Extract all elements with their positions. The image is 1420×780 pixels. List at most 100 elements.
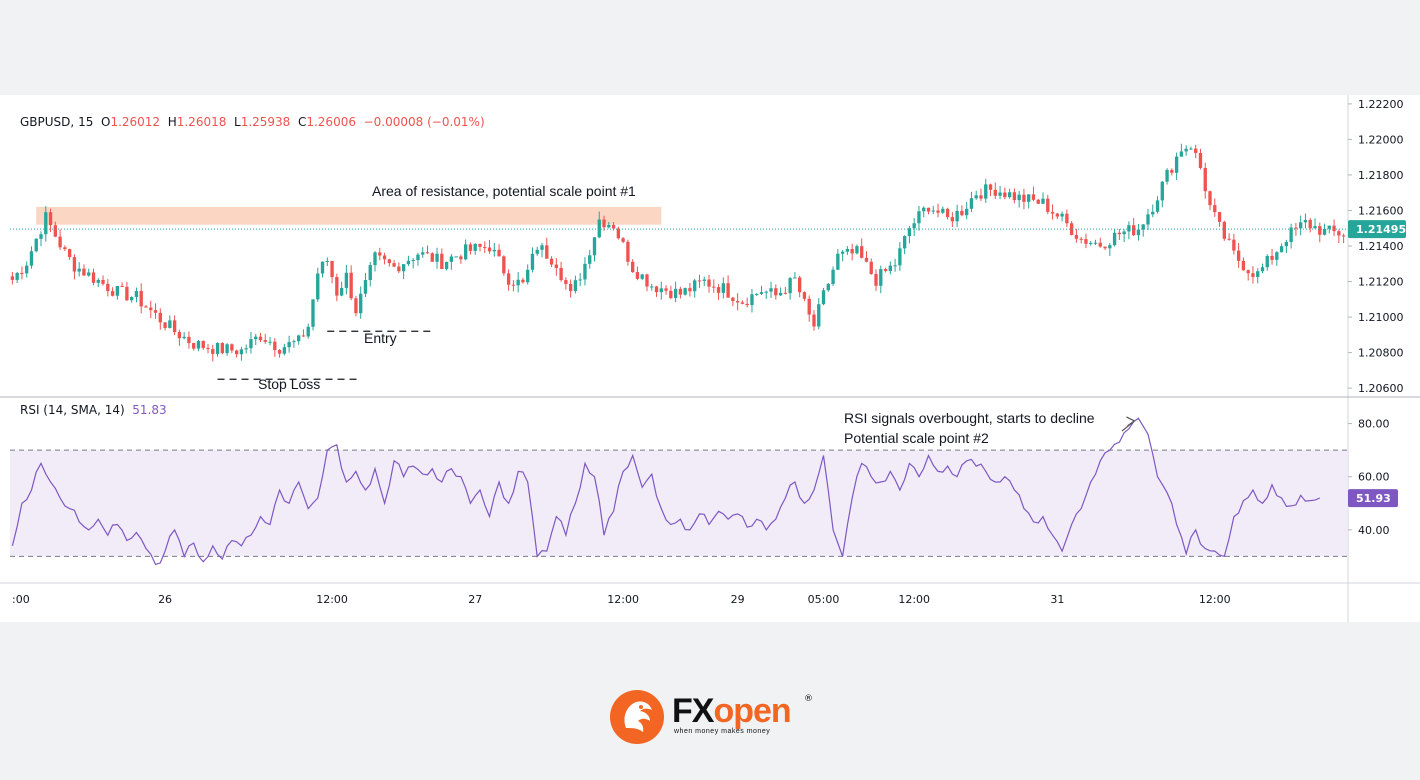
entry-annotation: Entry [364,330,397,346]
candle-body [1036,199,1040,204]
candle-body [1341,235,1346,237]
candle-body [759,292,764,294]
candle-body [320,261,325,274]
candle-body [626,241,630,262]
candle-body [659,288,663,293]
candle-body [158,312,162,323]
candle-body [1222,221,1226,239]
candle-body [416,254,420,260]
candle-body [950,217,955,222]
candle-body [392,263,396,267]
candle-body [444,261,449,269]
candle-body [917,211,921,224]
candle-body [888,265,892,271]
candle-body [979,195,983,199]
candle-body [1236,250,1241,261]
price-tick-label: 1.22200 [1358,98,1404,111]
candle-body [263,339,267,342]
candle-body [993,189,997,196]
candle-body [664,288,668,291]
candle-body [597,219,601,238]
candle-body [807,298,811,315]
candle-body [1313,226,1317,229]
candle-body [421,252,425,255]
candle-body [1027,194,1031,202]
candle-body [330,260,334,278]
candle-body [82,268,86,276]
candle-body [1108,245,1112,249]
candle-body [1165,169,1169,182]
candle-body [559,267,563,281]
candle-body [1318,226,1322,235]
candle-body [134,291,139,297]
candle-body [287,342,291,348]
candle-body [1260,267,1265,272]
candle-body [817,304,821,327]
candle-body [34,238,38,252]
close-label: C [297,115,307,129]
candle-body [502,256,506,274]
candle-body [988,184,993,190]
candle-body [611,224,616,229]
rsi-tick-label: 60.00 [1358,471,1390,484]
candle-body [1050,211,1055,214]
candle-body [683,288,687,295]
candle-body [826,283,830,291]
candle-body [1074,235,1079,239]
candle-body [172,320,177,333]
candle-body [192,343,196,349]
candle-body [87,272,91,276]
candle-body [430,253,434,262]
candle-body [965,208,969,216]
candle-body [793,277,797,279]
candle-body [1241,260,1246,271]
candle-body [712,286,716,288]
rsi-value: 51.83 [132,403,167,417]
candle-body [273,341,277,350]
candle-body [1308,219,1312,229]
candle-body [1170,169,1174,173]
price-tick-label: 1.21000 [1358,311,1404,324]
time-tick-label: :00 [12,593,30,606]
candle-body [201,340,205,348]
candle-body [716,287,721,293]
time-tick-label: 29 [731,593,745,606]
candle-body [1098,242,1102,247]
candle-body [1194,148,1198,153]
time-tick-label: 12:00 [316,593,348,606]
candle-body [292,341,296,343]
candle-body [239,349,244,355]
time-tick-label: 26 [158,593,172,606]
candle-body [435,253,439,262]
candle-body [1213,205,1217,213]
candle-body [387,259,391,264]
rsi-band [10,450,1348,557]
overbought-arrow-head [1126,416,1135,427]
candle-body [15,272,19,280]
candle-body [1041,198,1045,204]
candle-body [254,336,258,340]
candle-body [869,261,873,274]
candle-body [282,347,287,354]
candle-body [621,238,625,242]
candle-body [10,276,15,280]
open-value: 1.26012 [110,115,161,129]
candle-body [1174,156,1179,173]
candle-body [707,279,711,287]
candle-body [1012,192,1017,201]
candle-body [163,322,167,328]
interval-label: 15 [78,115,94,129]
candle-body [149,307,153,311]
candle-body [1227,238,1231,240]
candle-body [635,272,640,279]
candle-body [1079,238,1083,240]
logo-tagline: when money makes money [674,728,771,735]
price-tick-label: 1.21800 [1358,169,1404,182]
candle-body [101,279,105,284]
candle-body [735,300,740,303]
candle-body [1299,222,1303,229]
candle-body [39,234,43,239]
chart-canvas[interactable]: 1.22200 1.22000 1.21800 1.21600 1.21400 1.212… [0,95,1420,622]
candle-body [349,272,353,299]
candle-body [325,260,329,262]
